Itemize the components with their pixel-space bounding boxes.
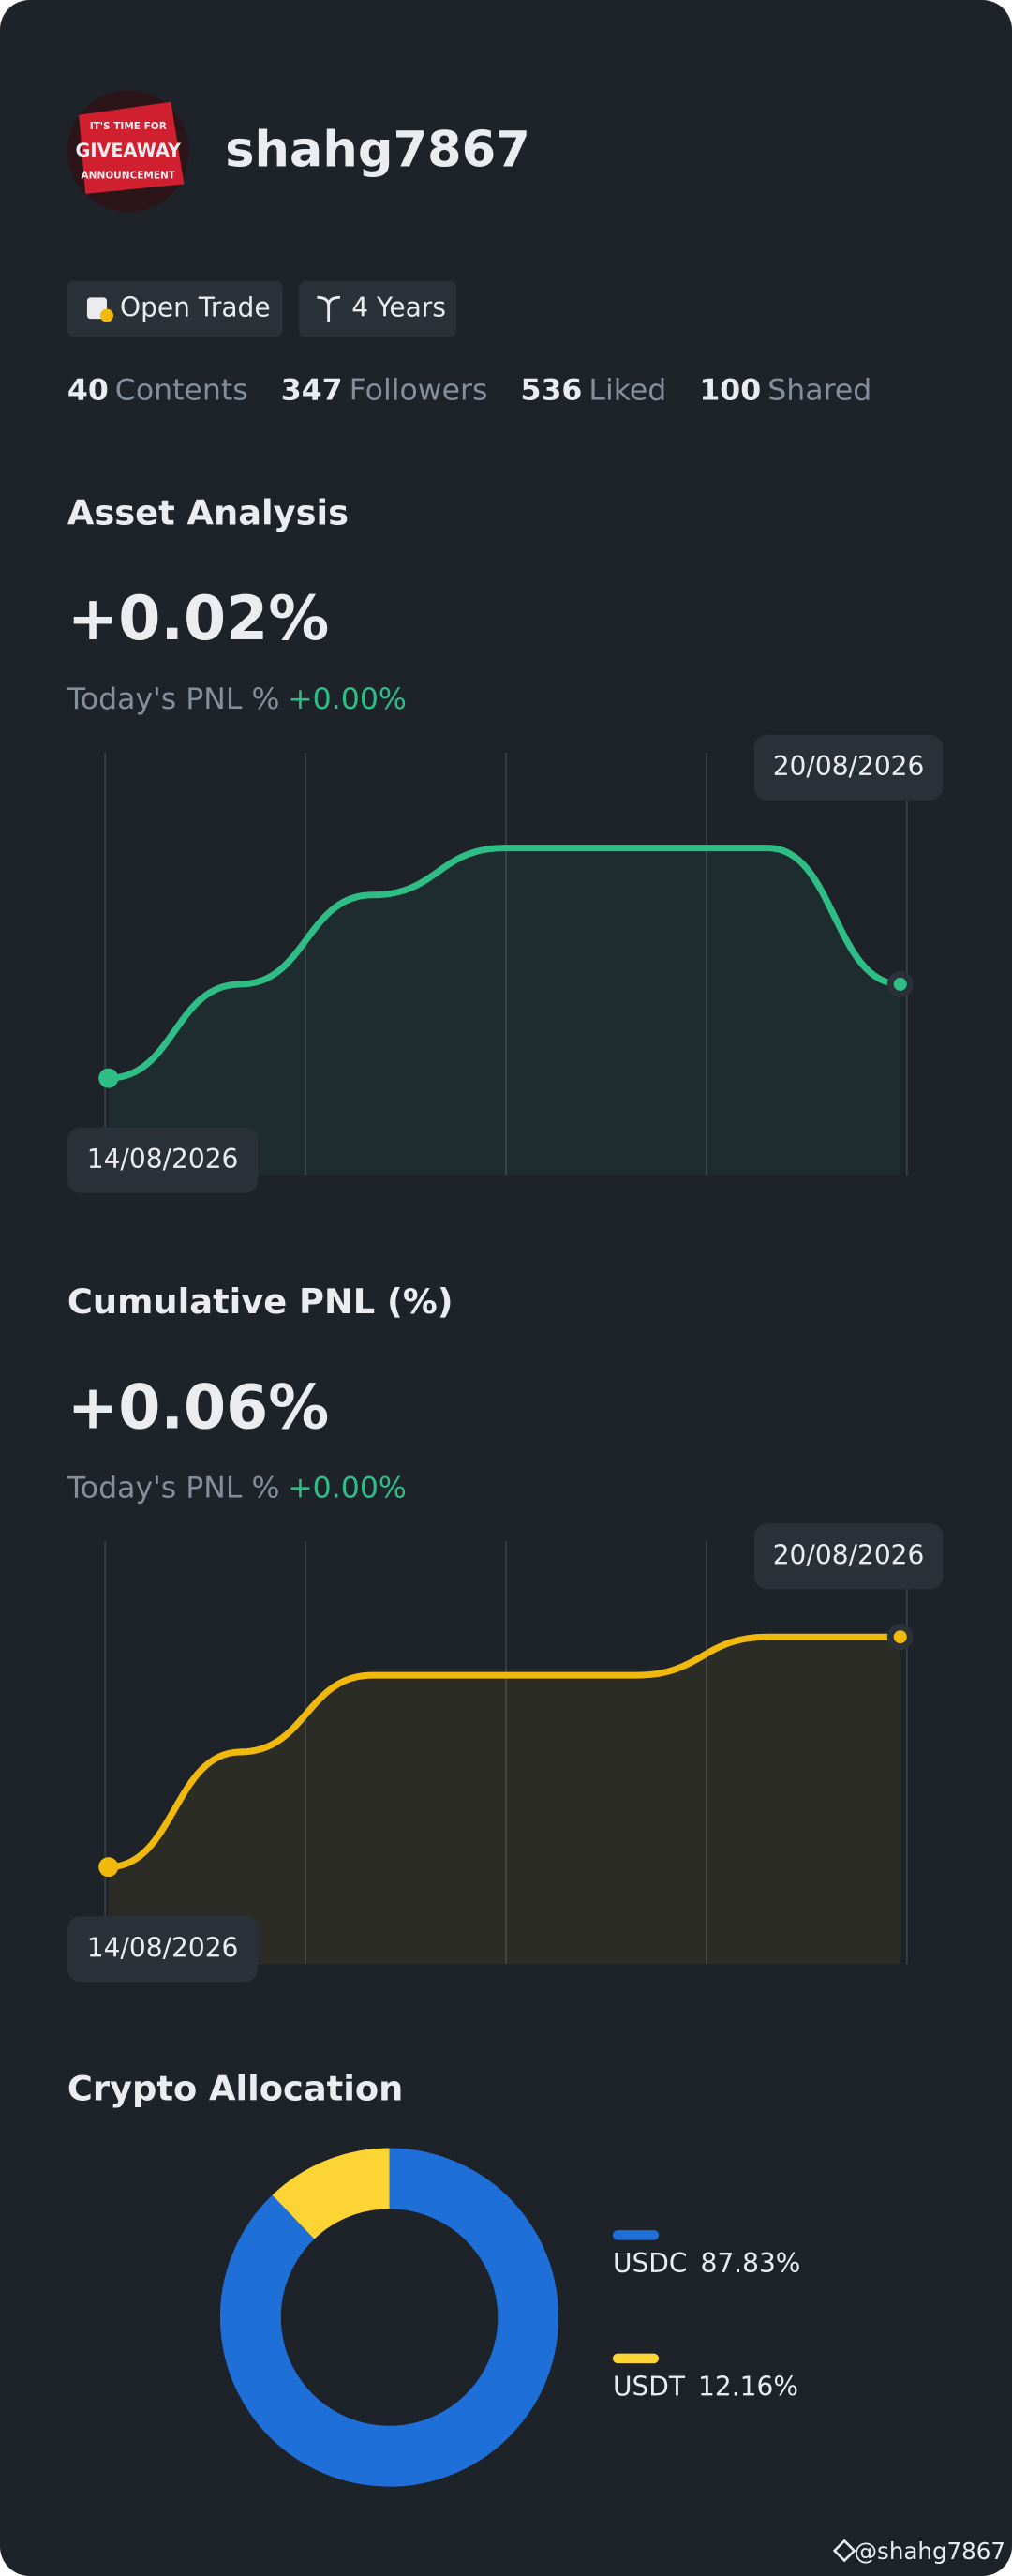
date-label: 14/08/2026: [87, 1932, 239, 1963]
date-callout: [67, 1127, 259, 1193]
legend-entry: USDT 12.16%: [613, 2371, 798, 2402]
avatar-text: ANNOUNCEMENT: [82, 171, 176, 182]
stats-row: 40 Contents 347 Followers 536 Liked 100 Shared: [67, 373, 871, 407]
icon: [317, 295, 340, 322]
legend-name: USDT: [613, 2371, 686, 2402]
line: [108, 845, 900, 1082]
pnl-value: +0.00%: [288, 682, 407, 716]
date-label: 20/08/2026: [773, 751, 925, 782]
icon: [99, 308, 113, 322]
pnl-label: Today's PNL %: [67, 682, 280, 716]
stat-label: Shared: [767, 373, 871, 407]
area: [108, 1637, 900, 1965]
section-title: Asset Analysis: [67, 492, 349, 532]
area: [108, 847, 900, 1176]
pnl-label: Today's PNL %: [67, 1471, 280, 1505]
end-point: [886, 1624, 914, 1651]
avatar-shape: [79, 101, 185, 194]
stat-label: Contents: [115, 373, 248, 407]
section-title: Cumulative PNL (%): [67, 1281, 454, 1322]
legend-name: USDC: [613, 2248, 688, 2279]
tag-label: Open Trade: [120, 292, 271, 323]
legend-swatch: [612, 2230, 660, 2240]
charts: Asset Analysis+0.02%Today's PNL % +0.00%2…: [67, 492, 944, 2487]
line: [108, 1633, 900, 1871]
legend-value: 87.83%: [701, 2248, 801, 2279]
stat-label: Liked: [588, 373, 666, 407]
end-point: [98, 1857, 119, 1878]
headline: +0.06%: [67, 1373, 329, 1444]
pnl-value: +0.00%: [288, 1471, 407, 1505]
tag: [67, 280, 283, 337]
avatar-text: GIVEAWAY: [76, 140, 183, 161]
date-callout: [753, 734, 944, 801]
stats: 40 Contents 347 Followers 536 Liked 100 Shared: [67, 373, 871, 407]
end-point: [886, 970, 914, 997]
donut-segment: [272, 2148, 391, 2240]
donut-segment: [219, 2148, 559, 2487]
watermark-icon: [832, 2539, 856, 2563]
pnl-row: Today's PNL % +0.00%: [67, 682, 407, 716]
end-point: [98, 1068, 119, 1088]
stat-count: 536: [520, 373, 582, 407]
stat-count: 347: [281, 373, 343, 407]
stat-count: 40: [67, 373, 109, 407]
stat-label: Followers: [350, 373, 488, 407]
legend-value: 12.16%: [698, 2371, 798, 2402]
watermark: @shahg7867: [855, 2538, 1005, 2565]
date-label: 20/08/2026: [773, 1539, 925, 1570]
date-callout: [753, 1523, 944, 1590]
section-title: Crypto Allocation: [67, 2069, 403, 2109]
avatar-text: IT'S TIME FOR: [90, 121, 167, 132]
date-label: 14/08/2026: [87, 1144, 239, 1175]
pnl-row: Today's PNL % +0.00%: [67, 1471, 407, 1505]
tag-label: 4 Years: [351, 292, 446, 323]
stat-count: 100: [699, 373, 761, 407]
tag: [299, 280, 457, 337]
legend-swatch: [612, 2353, 660, 2364]
legend-entry: USDC 87.83%: [613, 2248, 800, 2279]
headline: +0.02%: [67, 584, 329, 654]
date-callout: [67, 1916, 259, 1983]
username: shahg7867: [225, 122, 530, 179]
